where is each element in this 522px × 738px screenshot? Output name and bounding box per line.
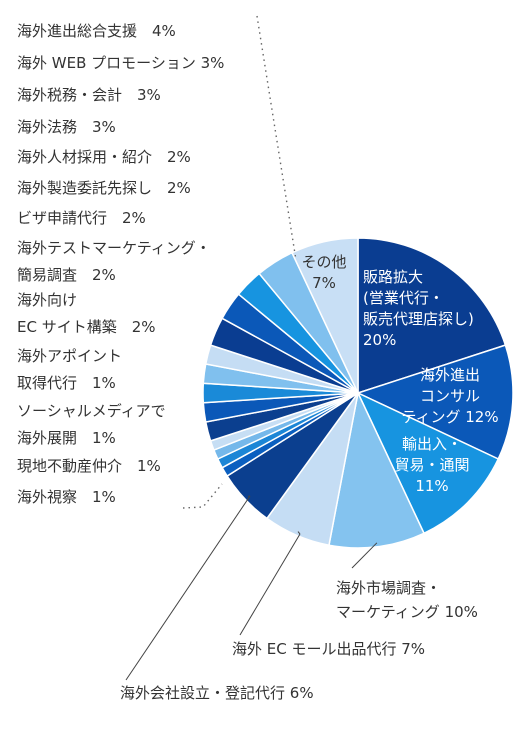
- legend-item-6: 海外製造委託先探し 2%: [17, 179, 191, 197]
- pie-slice-5-connector: [297, 531, 301, 535]
- pie-slice-20-label: その他 7%: [301, 253, 346, 292]
- legend-bracket-top: [256, 15, 297, 261]
- legend-item-7: ビザ申請代行 2%: [17, 209, 146, 227]
- legend-bracket-bottom: [182, 483, 223, 509]
- legend-item-1: 海外進出総合支援 4%: [17, 22, 176, 40]
- legend: 海外進出総合支援 4% 海外 WEB プロモーション 3% 海外税務・会計 3% 海外…: [17, 22, 224, 506]
- pie-slice-5-connector-tail: [239, 533, 301, 636]
- pie-slice-4-label: 海外市場調査・マーケティング 10%: [336, 579, 478, 621]
- legend-item-5: 海外人材採用・紹介 2%: [17, 148, 191, 166]
- label-connectors: [125, 15, 378, 681]
- legend-item-9: 海外向け EC サイト構築 2%: [17, 291, 156, 336]
- pie-slice-1-label: 販路拡大(営業代行・販売代理店探し) 20%: [363, 268, 474, 349]
- pie-slice-3-label: 輸出入・貿易・通関 11%: [394, 435, 469, 495]
- legend-item-10: 海外アポイント取得代行 1%: [17, 347, 122, 392]
- legend-item-8: 海外テストマーケティング・簡易調査 2%: [17, 239, 211, 284]
- pie-slice-4-connector: [351, 542, 378, 569]
- legend-item-11: ソーシャルメディアで海外展開 1%: [17, 402, 166, 447]
- pie-slice-6-connector-tail: [125, 495, 251, 681]
- legend-item-2: 海外 WEB プロモーション 3%: [17, 54, 224, 72]
- pie-slice-2-label: 海外進出コンサルティング 12%: [401, 366, 498, 426]
- pie-slice-3: [356, 391, 500, 535]
- legend-item-12: 現地不動産仲介 1%: [17, 457, 161, 475]
- legend-item-13: 海外視察 1%: [17, 488, 116, 506]
- pie-slice-4: [328, 390, 425, 549]
- pie-slice-6-label: 海外会社設立・登記代行 6%: [120, 684, 314, 702]
- pie-slices: [202, 237, 514, 549]
- pie-slice-20: [291, 237, 359, 394]
- legend-item-3: 海外税務・会計 3%: [17, 86, 161, 104]
- legend-item-4: 海外法務 3%: [17, 118, 116, 136]
- pie-slice-5-label: 海外 EC モール出品代行 7%: [232, 640, 425, 658]
- pie-slice-2: [355, 344, 514, 460]
- external-labels: 海外市場調査・マーケティング 10% 海外 EC モール出品代行 7% 海外会社設立…: [120, 579, 478, 702]
- pie-slice-1: [357, 237, 507, 395]
- slice-labels: 販路拡大(営業代行・販売代理店探し) 20% 海外進出コンサルティング 12% 輸出入…: [301, 253, 498, 495]
